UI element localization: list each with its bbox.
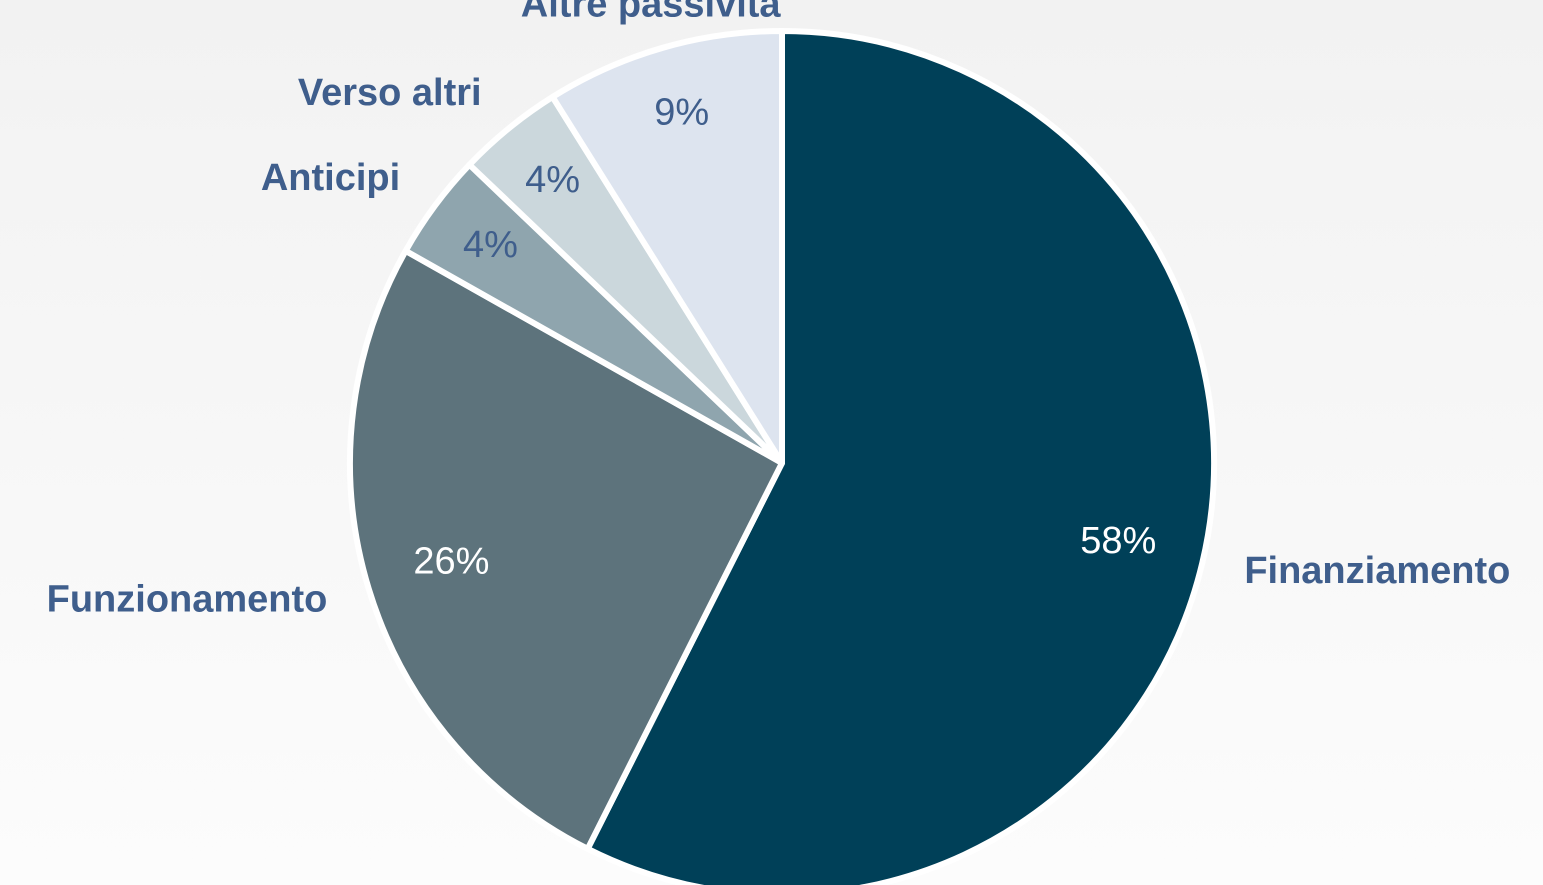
pie-slice bbox=[584, 28, 1217, 885]
category-label: Altre passività bbox=[521, 0, 782, 25]
value-label: 26% bbox=[413, 541, 489, 583]
category-label: Funzionamento bbox=[47, 578, 328, 620]
value-label: 4% bbox=[525, 159, 580, 201]
category-label: Verso altri bbox=[298, 72, 482, 114]
category-label: Finanziamento bbox=[1244, 550, 1510, 592]
value-label: 9% bbox=[654, 91, 709, 133]
pie-slice bbox=[549, 28, 785, 466]
value-label: 4% bbox=[463, 224, 518, 266]
pie-slice bbox=[347, 247, 785, 852]
category-label: Anticipi bbox=[261, 157, 400, 199]
value-label: 58% bbox=[1080, 520, 1156, 562]
